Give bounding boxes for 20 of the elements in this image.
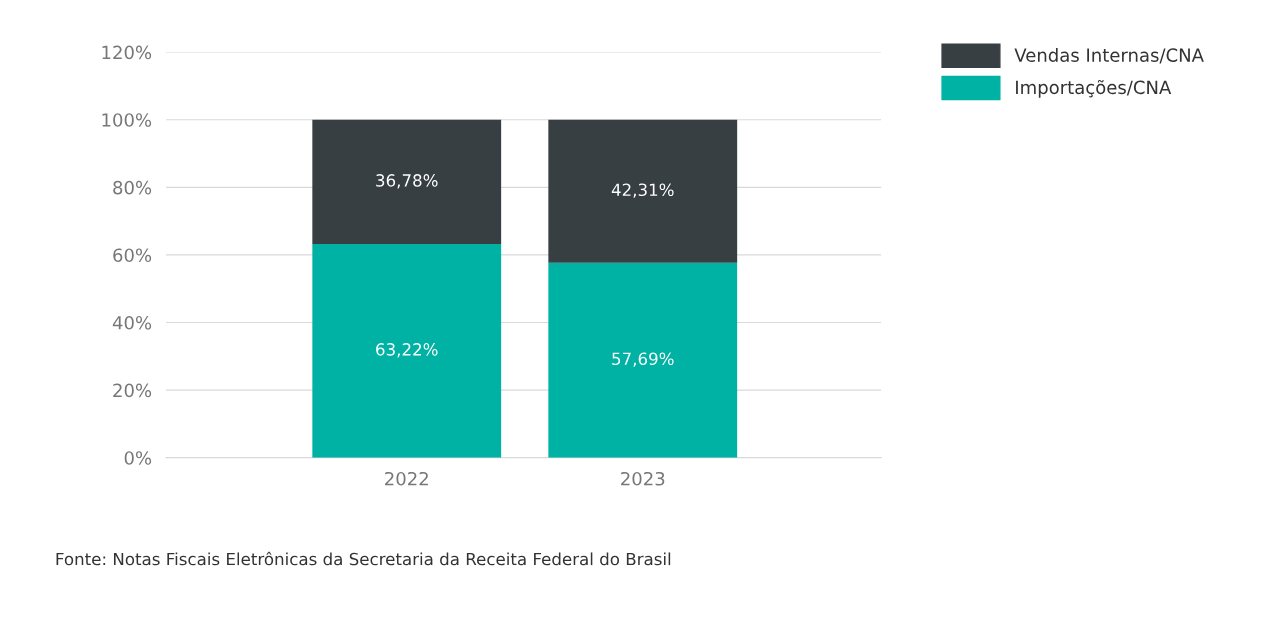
x-tick-label: 2022 bbox=[385, 471, 428, 486]
data-label: 36,78% bbox=[376, 174, 438, 189]
y-tick-label: 80% bbox=[113, 180, 152, 195]
y-tick-label: 20% bbox=[113, 383, 152, 398]
y-tick-label: 40% bbox=[112, 315, 152, 330]
data-label: 57,69% bbox=[612, 352, 674, 367]
x-tick-label: 2023 bbox=[621, 471, 665, 486]
y-tick-label: 100% bbox=[102, 113, 152, 127]
legend-label: Importações/CNA bbox=[1016, 79, 1172, 98]
y-tick-label: 60% bbox=[113, 248, 152, 263]
y-tick-label: 0% bbox=[124, 451, 152, 465]
bar bbox=[548, 262, 738, 458]
bar bbox=[312, 119, 502, 245]
y-tick-label: 120% bbox=[102, 45, 152, 60]
data-label: 63,22% bbox=[376, 343, 438, 358]
source-note: Fonte: Notas Fiscais Eletrônicas da Secretaria da Receita Federal do Brasil bbox=[56, 551, 671, 566]
legend-label: Vendas Internas/CNA bbox=[1014, 47, 1204, 64]
data-label: 42,31% bbox=[611, 183, 674, 198]
bar bbox=[548, 119, 738, 263]
bar bbox=[312, 244, 502, 458]
